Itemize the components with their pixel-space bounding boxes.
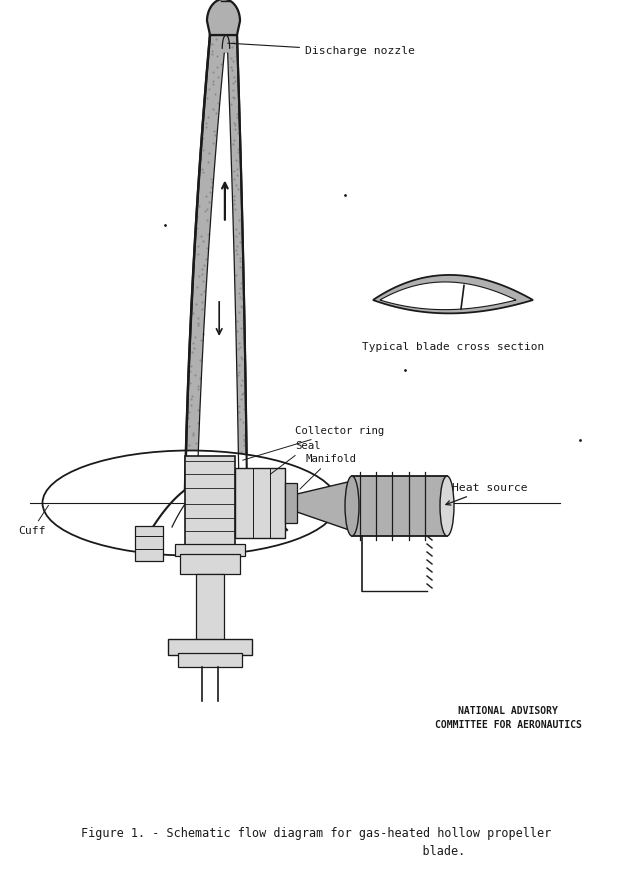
Ellipse shape bbox=[42, 451, 337, 555]
Bar bbox=[175, 544, 245, 556]
Bar bbox=[135, 526, 163, 561]
Bar bbox=[185, 456, 235, 546]
Ellipse shape bbox=[440, 476, 454, 536]
Text: Manifold: Manifold bbox=[300, 454, 356, 489]
Text: Collector ring: Collector ring bbox=[242, 426, 384, 460]
Polygon shape bbox=[373, 275, 533, 314]
Bar bbox=[352, 476, 447, 536]
Bar bbox=[178, 653, 242, 667]
Polygon shape bbox=[197, 53, 239, 490]
Text: Seal: Seal bbox=[270, 441, 320, 474]
Bar bbox=[235, 468, 285, 538]
Polygon shape bbox=[207, 0, 240, 35]
Text: Heat source: Heat source bbox=[446, 483, 528, 505]
Text: NATIONAL ADVISORY
COMMITTEE FOR AERONAUTICS: NATIONAL ADVISORY COMMITTEE FOR AERONAUT… bbox=[435, 706, 582, 730]
Text: Typical blade cross section: Typical blade cross section bbox=[362, 342, 544, 352]
Ellipse shape bbox=[345, 476, 359, 536]
Polygon shape bbox=[185, 35, 247, 490]
Bar bbox=[196, 574, 224, 641]
Bar bbox=[285, 483, 297, 523]
Bar bbox=[168, 639, 252, 655]
Bar bbox=[180, 554, 240, 574]
Text: Discharge nozzle: Discharge nozzle bbox=[228, 43, 415, 56]
Polygon shape bbox=[380, 282, 516, 310]
Polygon shape bbox=[297, 481, 352, 531]
Text: Figure 1. - Schematic flow diagram for gas-heated hollow propeller
             : Figure 1. - Schematic flow diagram for g… bbox=[81, 827, 551, 858]
Text: Cuff: Cuff bbox=[18, 505, 49, 536]
